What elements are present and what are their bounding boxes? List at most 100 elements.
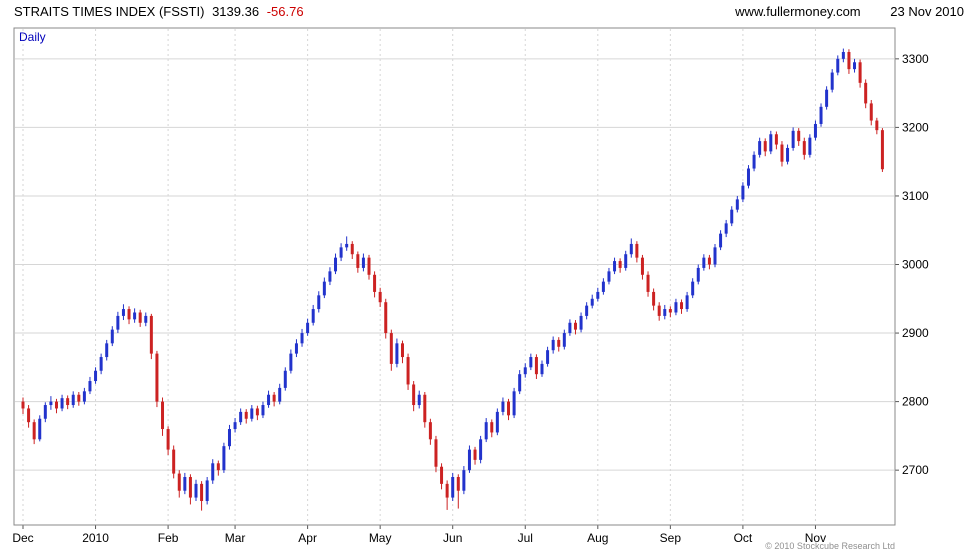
candle-body [741,185,745,200]
candle-body [836,58,840,73]
candle-body [188,477,192,498]
x-tick-label: Aug [587,531,608,545]
candle-body [294,343,298,354]
candle-body [490,422,494,433]
candle-body [43,405,47,419]
candle-body [562,333,566,347]
y-tick-label: 2900 [902,326,929,340]
candle-body [624,254,628,268]
candle-body [456,477,460,491]
candle-body [830,72,834,90]
candle-body [345,243,349,248]
candle-body [484,422,488,440]
candle-body [462,470,466,491]
candle-body [82,391,86,402]
candle-body [501,401,505,412]
candle-body [786,147,790,162]
copyright-notice: © 2010 Stockcube Research Ltd [765,541,895,551]
x-tick-label: Nov [805,531,826,545]
candle-body [691,281,695,296]
candle-body [495,411,499,433]
candle-body [713,247,717,265]
candle-body [121,309,125,316]
candle-body [161,401,165,430]
candle-body [579,315,583,330]
candle-body [71,394,75,406]
candle-body [406,357,410,385]
candle-body [813,123,817,138]
candle-body [227,429,231,447]
candle-body [674,302,678,313]
candle-body [378,291,382,303]
candle-body [635,243,639,258]
candle-body [769,134,773,152]
candle-body [752,154,756,169]
last-price: 3139.36 [212,4,260,19]
candle-body [730,209,734,224]
y-tick-label: 3100 [902,189,929,203]
candle-body [858,62,862,83]
candle-body [440,466,444,484]
candle-body [875,120,879,131]
candle-body [261,405,265,416]
candle-body [869,103,873,121]
candle-body [300,333,304,344]
candle-body [311,309,315,323]
candle-body [417,394,421,406]
candle-body [149,315,153,354]
candle-body [640,257,644,275]
candle-body [116,315,120,330]
candle-body [21,401,25,409]
x-tick-label: Sep [660,531,682,545]
candle-body [49,401,53,406]
candle-body [819,106,823,124]
chart-header: STRAITS TIMES INDEX (FSSTI) 3139.36 -56.… [14,4,964,19]
x-tick-label: Oct [734,531,753,545]
candle-body [144,315,148,323]
candle-body [774,134,778,145]
candle-body [361,257,365,268]
candle-body [400,343,404,358]
candle-body [177,473,181,491]
candle-body [133,312,137,320]
x-tick-label: Mar [225,531,246,545]
candle-body [797,130,801,142]
candle-body [758,141,762,155]
candle-body [283,370,287,388]
candle-body [529,357,533,368]
candle-body [702,257,706,268]
candle-body [523,367,527,375]
y-tick-label: 3200 [902,120,929,134]
candle-body [99,357,103,371]
candle-body [652,291,656,306]
candle-body [127,309,131,320]
x-tick-label: 2010 [82,531,109,545]
candle-body [239,411,243,423]
candle-body [546,350,550,364]
y-tick-label: 2800 [902,395,929,409]
candle-body [289,353,293,371]
y-tick-label: 2700 [902,463,929,477]
candle-body [32,422,36,440]
candle-body [356,254,360,268]
candle-body [841,51,845,59]
x-tick-label: Jun [443,531,462,545]
candle-body [428,422,432,440]
candle-body [646,274,650,292]
candle-body [534,357,538,375]
candle-body [696,267,700,282]
candle-body [680,302,684,310]
candle-body [211,463,215,481]
source-site: www.fullermoney.com [735,4,861,19]
candle-body [596,291,600,299]
candle-body [763,141,767,152]
candle-body [54,401,58,409]
price-change: -56.76 [266,4,304,19]
candle-body [278,387,282,402]
candle-body [317,295,321,310]
candle-body [847,51,851,70]
candle-body [166,429,170,450]
x-tick-label: Feb [158,531,179,545]
candle-body [864,82,868,104]
candle-body [735,199,739,210]
